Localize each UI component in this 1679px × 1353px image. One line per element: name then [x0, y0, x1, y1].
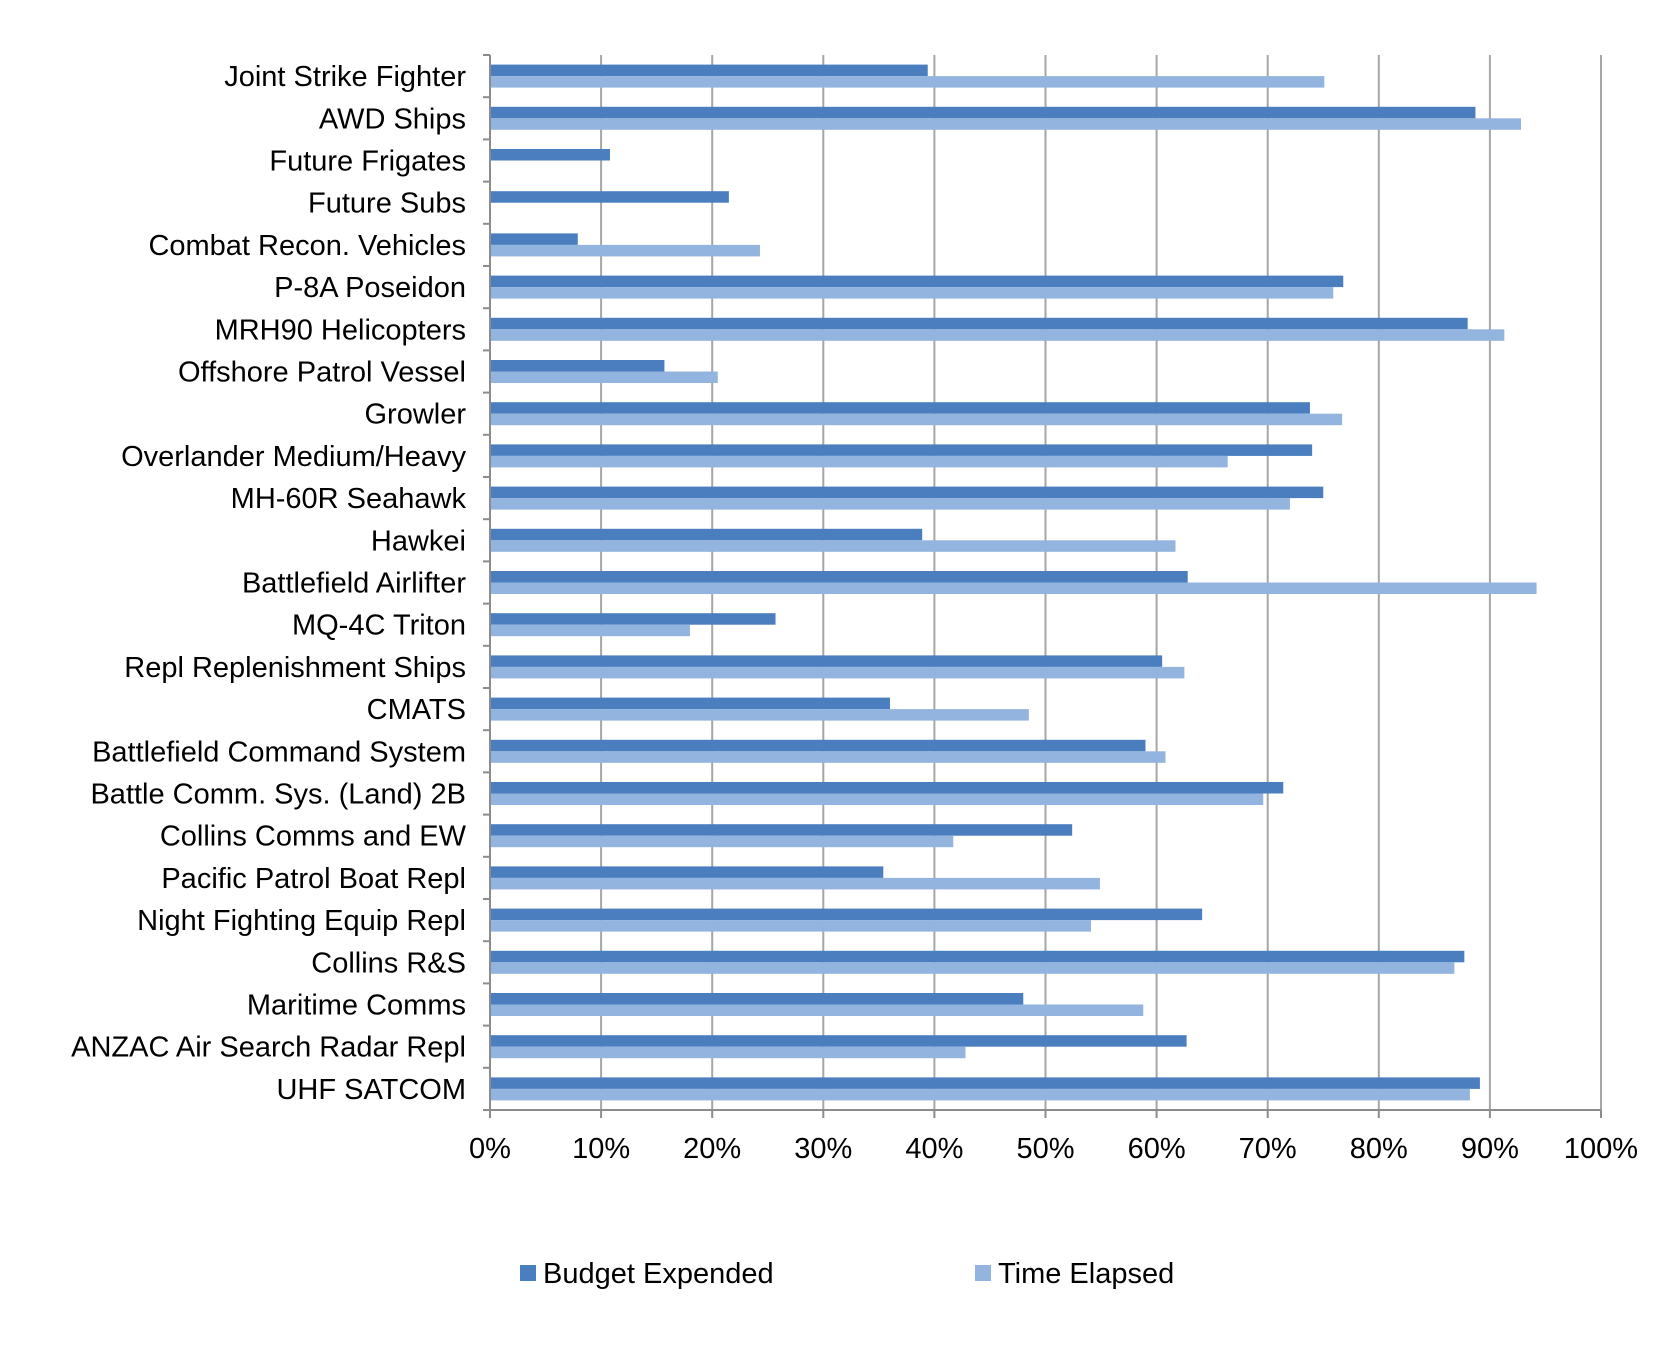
bar-time-elapsed	[490, 1004, 1144, 1016]
bar-time-elapsed	[490, 624, 690, 637]
category-label: ANZAC Air Search Radar Repl	[71, 1032, 466, 1064]
bar-budget-expended	[490, 1077, 1480, 1089]
bar-budget-expended	[490, 739, 1146, 752]
category-label: UHF SATCOM	[276, 1074, 466, 1106]
x-tick-label: 30%	[794, 1133, 852, 1165]
bar-time-elapsed	[490, 329, 1505, 341]
bar-budget-expended	[490, 486, 1324, 499]
legend-swatch	[520, 1265, 536, 1281]
bar-budget-expended	[490, 317, 1468, 330]
category-label: Overlander Medium/Heavy	[121, 441, 466, 473]
legend-label: Time Elapsed	[998, 1258, 1174, 1290]
bar-budget-expended	[490, 613, 776, 625]
x-tick-label: 0%	[469, 1133, 511, 1165]
bar-budget-expended	[490, 191, 729, 203]
bar-time-elapsed	[490, 371, 718, 383]
category-label: Maritime Comms	[247, 990, 466, 1022]
bar-budget-expended	[490, 824, 1073, 836]
x-tick-label: 60%	[1128, 1133, 1186, 1165]
bar-time-elapsed	[490, 1046, 966, 1059]
x-tick-label: 10%	[572, 1133, 630, 1165]
x-tick-label: 20%	[683, 1133, 741, 1165]
legend-budget-expended: Budget Expended	[520, 1258, 774, 1290]
bar-budget-expended	[490, 275, 1344, 288]
category-label: MH-60R Seahawk	[231, 483, 467, 515]
bar-budget-expended	[490, 655, 1163, 667]
x-tick-label: 40%	[905, 1133, 963, 1165]
bar-time-elapsed	[490, 498, 1290, 510]
category-label: Pacific Patrol Boat Repl	[161, 863, 466, 895]
bar-time-elapsed	[490, 835, 954, 848]
category-label: MRH90 Helicopters	[215, 314, 466, 346]
category-label: P-8A Poseidon	[274, 272, 466, 304]
legend: Budget Expended Time Elapsed	[520, 1258, 1174, 1290]
x-tick-label: 50%	[1016, 1133, 1074, 1165]
legend-time-elapsed: Time Elapsed	[975, 1258, 1174, 1290]
category-label: Future Subs	[308, 188, 466, 220]
bar-budget-expended	[490, 402, 1310, 414]
bar-time-elapsed	[490, 76, 1325, 88]
bar-time-elapsed	[490, 751, 1166, 763]
bar-budget-expended	[490, 64, 928, 77]
category-label: Battlefield Command System	[92, 736, 466, 768]
bar-budget-expended	[490, 950, 1465, 963]
x-tick-label: 90%	[1461, 1133, 1519, 1165]
bar-budget-expended	[490, 697, 890, 710]
bar-budget-expended	[490, 993, 1024, 1005]
category-label: Repl Replenishment Ships	[124, 652, 466, 684]
category-label: Battlefield Airlifter	[242, 568, 466, 600]
bar-time-elapsed	[490, 118, 1522, 130]
x-tick-label: 70%	[1239, 1133, 1297, 1165]
bar-time-elapsed	[490, 244, 760, 257]
bars	[490, 64, 1537, 1101]
bar-time-elapsed	[490, 962, 1455, 974]
bar-time-elapsed	[490, 540, 1176, 552]
bar-time-elapsed	[490, 1088, 1470, 1101]
bar-budget-expended	[490, 360, 665, 372]
category-label: Offshore Patrol Vessel	[178, 357, 466, 389]
legend-label: Budget Expended	[543, 1258, 774, 1290]
bar-budget-expended	[490, 106, 1476, 119]
category-label: Night Fighting Equip Repl	[137, 905, 466, 937]
category-label: Growler	[364, 399, 466, 431]
bar-budget-expended	[490, 233, 578, 245]
bar-budget-expended	[490, 782, 1284, 794]
category-label: Combat Recon. Vehicles	[148, 230, 466, 262]
category-label: Collins Comms and EW	[160, 821, 467, 853]
bar-time-elapsed	[490, 920, 1092, 932]
category-label: CMATS	[367, 694, 466, 726]
category-label: Collins R&S	[311, 947, 466, 979]
bar-time-elapsed	[490, 793, 1264, 805]
category-label: AWD Ships	[319, 103, 466, 135]
bar-time-elapsed	[490, 877, 1100, 890]
axes	[483, 54, 1602, 1118]
bar-budget-expended	[490, 908, 1203, 921]
bar-time-elapsed	[490, 666, 1185, 679]
category-label: Joint Strike Fighter	[224, 61, 466, 93]
bar-budget-expended	[490, 444, 1313, 456]
category-label: Hawkei	[371, 525, 466, 557]
x-tick-label: 80%	[1350, 1133, 1408, 1165]
x-axis-tick-labels: 0% 10% 20% 30% 40% 50% 60% 70% 80% 90% 100%	[469, 1133, 1638, 1165]
bar-budget-expended	[490, 571, 1188, 583]
category-label: Battle Comm. Sys. (Land) 2B	[90, 779, 466, 811]
bar-time-elapsed	[490, 413, 1343, 426]
x-tick-label: 100%	[1564, 1133, 1638, 1165]
category-label: MQ-4C Triton	[292, 610, 466, 642]
bar-budget-expended	[490, 149, 610, 161]
bar-budget-expended	[490, 866, 884, 878]
legend-swatch	[975, 1265, 991, 1281]
category-label: Future Frigates	[269, 146, 466, 178]
category-labels: Joint Strike Fighter AWD Ships Future Frig…	[71, 61, 467, 1106]
bar-time-elapsed	[490, 287, 1334, 299]
bar-budget-expended	[490, 1035, 1187, 1047]
bar-time-elapsed	[490, 455, 1228, 468]
bar-time-elapsed	[490, 582, 1537, 594]
bar-budget-expended	[490, 528, 923, 541]
bar-time-elapsed	[490, 709, 1029, 721]
